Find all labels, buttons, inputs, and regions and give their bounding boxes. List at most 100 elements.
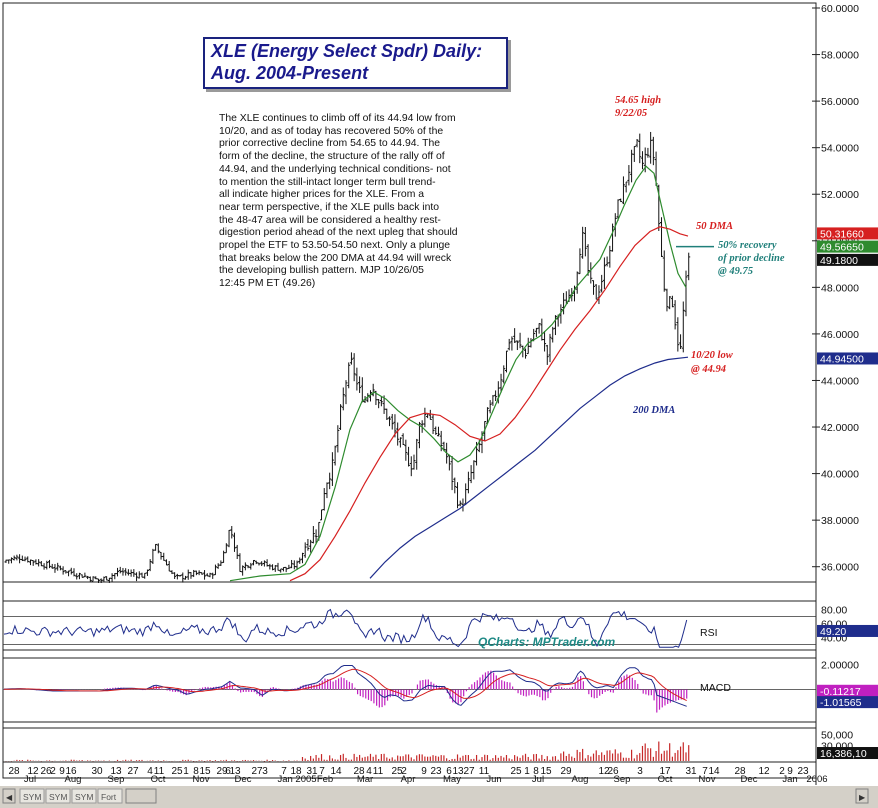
- macd-tag-label: -0.11217: [820, 686, 861, 698]
- commentary-line: the developing bullish pattern. MJP 10/2…: [219, 265, 424, 277]
- volume-axis-label: 50,000: [821, 730, 853, 742]
- macd-line: [3, 665, 687, 707]
- scrollbar-tab[interactable]: [71, 788, 97, 804]
- x-month-label: Jan 2005: [277, 774, 316, 785]
- commentary-line: all indicate higher prices for the XLE. …: [219, 189, 425, 201]
- x-day-label: 9: [421, 766, 427, 777]
- x-day-label: 2: [50, 766, 56, 777]
- x-day-label: 12: [758, 766, 770, 777]
- x-day-label: 28: [8, 766, 20, 777]
- annotations: 54.65 high 9/22/05 50 DMA 50% recovery of pr…: [615, 95, 785, 416]
- scrollbar-tab[interactable]: [97, 788, 123, 804]
- x-day-label: 7: [281, 766, 287, 777]
- ma20-line: [229, 165, 687, 582]
- x-day-label: 11: [479, 766, 490, 777]
- x-day-label: 3: [637, 766, 643, 777]
- price-tag-label: 50.31660: [820, 228, 864, 240]
- chart-title-box: XLE (Energy Select Spdr) Daily: Aug. 200…: [203, 37, 508, 89]
- price-axis-label: 38.0000: [821, 515, 859, 527]
- commentary-line: near term perspective, if the XLE pulls …: [219, 201, 440, 213]
- x-day-label: 25: [391, 766, 403, 777]
- scrollbar-tab[interactable]: [45, 788, 71, 804]
- scrollbar-track: [0, 786, 878, 808]
- commentary-line: 10/20, and as of today has recovered 50%…: [219, 125, 444, 137]
- x-day-label: 26: [607, 766, 619, 777]
- volume-tag-box: [817, 747, 878, 760]
- chevron-right-icon: ▶: [859, 793, 866, 802]
- x-day-label: 11: [154, 766, 165, 777]
- scrollbar-tab-label[interactable]: Fort: [101, 792, 117, 802]
- recovery-annotation: 50% recovery: [718, 240, 777, 251]
- x-day-label: 6: [446, 766, 452, 777]
- low-value-annotation: @ 44.94: [691, 364, 726, 375]
- x-day-label: 27: [251, 766, 263, 777]
- price-tag-label: 44.94500: [820, 353, 864, 365]
- macd-tag-box: [817, 684, 878, 697]
- x-day-label: 28: [353, 766, 365, 777]
- x-day-label: 11: [373, 766, 384, 777]
- x-day-label: 18: [290, 766, 302, 777]
- x-month-label: Jun: [486, 774, 501, 785]
- scroll-left-button: [2, 788, 16, 804]
- price-tag-box: [817, 352, 878, 365]
- high-date-annotation: 9/22/05: [615, 108, 647, 119]
- watermark: QCharts: MPTrader.com: [478, 635, 615, 649]
- scroll-thumb[interactable]: [125, 788, 157, 804]
- commentary-line: The XLE continues to climb off of its 44…: [219, 113, 456, 124]
- ma50-line: [289, 226, 689, 582]
- x-month-label: Jul: [24, 774, 36, 785]
- scrollbar-tab-label[interactable]: SYM: [49, 792, 67, 802]
- price-axis-label: 54.0000: [821, 143, 859, 155]
- x-day-label: 4: [366, 766, 372, 777]
- x-month-label: Jul: [532, 774, 544, 785]
- x-day-label: 27: [463, 766, 475, 777]
- x-day-label: 23: [430, 766, 442, 777]
- commentary-text: The XLE continues to climb off of its 44…: [219, 113, 515, 291]
- x-month-label: Mar: [357, 774, 373, 785]
- price-axis-label: 58.0000: [821, 50, 859, 62]
- x-month-label: Aug: [65, 774, 82, 785]
- price-tag-label: 49.1800: [820, 255, 858, 267]
- x-day-label: 31: [685, 766, 697, 777]
- x-day-label: 17: [659, 766, 671, 777]
- price-axis-label: 48.0000: [821, 282, 859, 294]
- x-day-label: 1: [183, 766, 189, 777]
- x-month-label: Apr: [401, 774, 416, 785]
- chevron-left-icon: ◀: [6, 793, 13, 802]
- scrollbar-tab-label[interactable]: SYM: [23, 792, 41, 802]
- macd-tag-label: -1.01565: [820, 697, 862, 709]
- x-day-label: 13: [452, 766, 464, 777]
- x-day-label: 30: [91, 766, 103, 777]
- price-axis-label: 40.0000: [821, 469, 859, 481]
- x-day-label: 8: [193, 766, 199, 777]
- commentary-line: the 48-47 area will be considered a heal…: [219, 214, 441, 226]
- x-month-label: Feb: [317, 774, 333, 785]
- dma200-annotation: 200 DMA: [632, 405, 675, 416]
- commentary-line: to mention the still-intact longer term …: [219, 176, 436, 188]
- chart-title-line-1: XLE (Energy Select Spdr) Daily:: [211, 41, 483, 61]
- x-day-label: 26: [40, 766, 52, 777]
- price-axis: 60.000058.000056.000054.000052.000050.00…: [812, 3, 859, 574]
- commentary-line: 44.94, and the underlying technical cond…: [219, 163, 451, 175]
- x-month-label: Jan: [782, 774, 797, 785]
- price-axis-label: 46.0000: [821, 329, 859, 341]
- x-day-label: 6: [225, 766, 231, 777]
- price-axis-label: 56.0000: [821, 96, 859, 108]
- macd-signal-line: [4, 668, 687, 702]
- scrollbar-tab-label[interactable]: SYM: [75, 792, 93, 802]
- price-axis-label: 36.0000: [821, 562, 859, 574]
- recovery-annotation: @ 49.75: [718, 266, 753, 277]
- rsi-tag-label: 49.20: [820, 626, 846, 638]
- x-day-label: 2: [779, 766, 785, 777]
- x-month-label: Nov: [699, 774, 716, 785]
- x-day-label: 8: [533, 766, 539, 777]
- volume-tag-label: 16,386,10: [820, 748, 867, 760]
- scrollbar-tab[interactable]: [19, 788, 45, 804]
- macd-tag-box: [817, 696, 878, 709]
- price-bars: [4, 131, 691, 583]
- x-month-label: Dec: [235, 774, 252, 785]
- x-day-label: 25: [171, 766, 183, 777]
- scrollbar[interactable]: ◀ SYM SYM SYM Fort ▶: [0, 786, 878, 808]
- x-day-label: 15: [540, 766, 552, 777]
